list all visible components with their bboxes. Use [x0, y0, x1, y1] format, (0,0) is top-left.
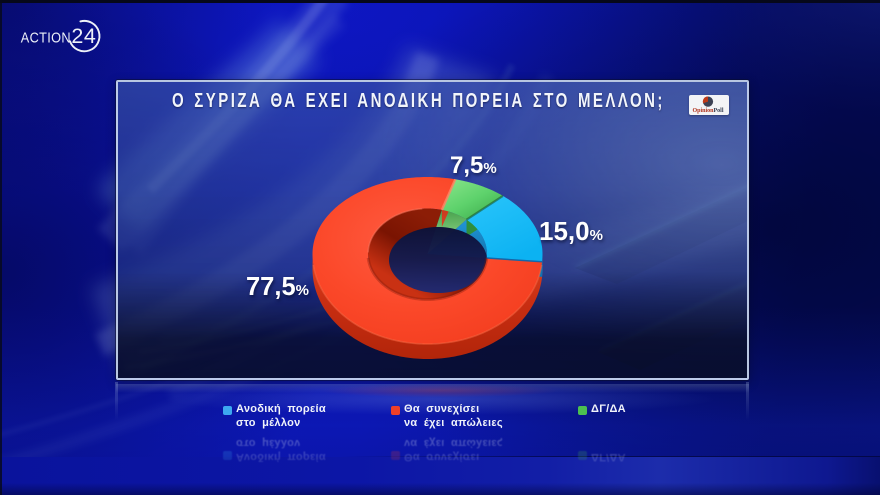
svg-text:24: 24	[71, 24, 96, 48]
svg-text:ACTION: ACTION	[21, 30, 71, 46]
svg-text:OpinionPoll: OpinionPoll	[692, 108, 723, 114]
